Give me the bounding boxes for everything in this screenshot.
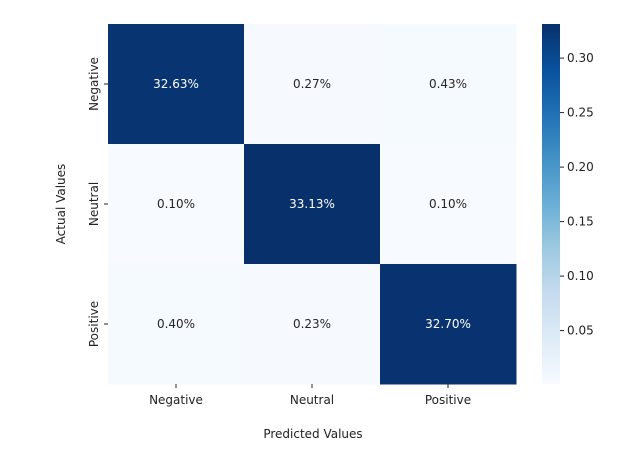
y-tick-label: Positive xyxy=(87,301,101,347)
colorbar-tick-label: 0.25 xyxy=(567,106,594,120)
colorbar-tick-label: 0.05 xyxy=(567,324,594,338)
x-axis: Negative Neutral Positive xyxy=(149,384,471,407)
cell-value-label: 0.10% xyxy=(157,197,195,211)
heatmap-cell xyxy=(244,24,381,145)
x-tick-label: Positive xyxy=(425,393,471,407)
cell-value-label: 0.43% xyxy=(429,77,467,91)
colorbar-tick-label: 0.10 xyxy=(567,269,594,283)
cell-value-label: 0.10% xyxy=(429,197,467,211)
colorbar-tick-label: 0.15 xyxy=(567,215,594,229)
heatmap-grid: 32.63% 0.27% 0.43% 0.10% 33.13% 0.10% 0.40% 0.2… xyxy=(108,24,517,385)
colorbar: 0.05 0.10 0.15 0.20 0.25 0.30 xyxy=(542,24,594,384)
cell-value-label: 33.13% xyxy=(289,197,335,211)
cell-value-label: 0.40% xyxy=(157,317,195,331)
colorbar-gradient xyxy=(542,24,560,384)
colorbar-ticks: 0.05 0.10 0.15 0.20 0.25 0.30 xyxy=(560,51,594,338)
cell-value-label: 0.23% xyxy=(293,317,331,331)
heatmap-cell xyxy=(244,264,381,385)
y-axis: Negative Neutral Positive xyxy=(87,57,108,347)
colorbar-tick-label: 0.20 xyxy=(567,160,594,174)
heatmap-cell xyxy=(380,24,517,145)
y-tick-label: Neutral xyxy=(87,182,101,226)
heatmap-cell xyxy=(108,264,245,385)
colorbar-tick-label: 0.30 xyxy=(567,51,594,65)
heatmap-cell xyxy=(380,144,517,265)
heatmap-cell xyxy=(108,24,245,145)
x-tick-label: Negative xyxy=(149,393,203,407)
y-tick-label: Negative xyxy=(87,57,101,111)
cell-value-label: 32.70% xyxy=(425,317,471,331)
heatmap-cell xyxy=(108,144,245,265)
x-tick-label: Neutral xyxy=(290,393,334,407)
cell-value-label: 0.27% xyxy=(293,77,331,91)
heatmap-cell xyxy=(244,144,381,265)
y-axis-label: Actual Values xyxy=(54,164,68,245)
heatmap-cell xyxy=(380,264,517,385)
x-axis-label: Predicted Values xyxy=(263,427,362,441)
cell-value-label: 32.63% xyxy=(153,77,199,91)
